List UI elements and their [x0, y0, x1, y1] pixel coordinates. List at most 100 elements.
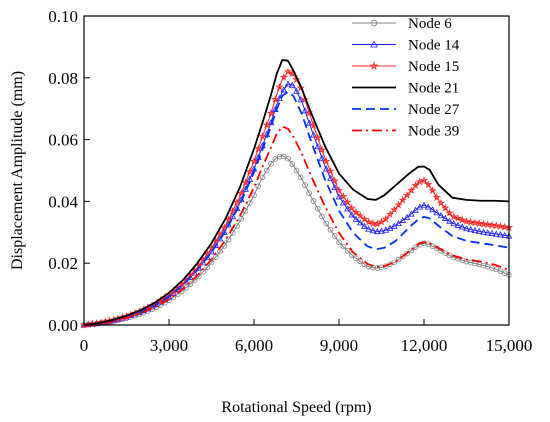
x-tick-label: 15,000 [486, 336, 533, 355]
data-point [347, 203, 356, 212]
data-point [305, 119, 313, 126]
data-point [275, 82, 284, 91]
data-point [492, 230, 500, 237]
legend-label: Node 27 [408, 102, 460, 118]
data-point [283, 67, 293, 76]
legend-label: Node 15 [408, 59, 459, 75]
data-point [364, 217, 373, 226]
data-point [343, 197, 352, 206]
series-node-21 [83, 58, 510, 326]
data-point [254, 144, 263, 153]
legend-label: Node 21 [408, 81, 459, 97]
data-point [258, 132, 267, 141]
y-tick-label: 0.00 [48, 316, 78, 335]
y-tick-label: 0.06 [48, 131, 78, 150]
plot-marks [79, 58, 514, 329]
data-point [500, 222, 509, 231]
data-point [415, 177, 424, 186]
legend-entry: Node 14 [352, 38, 460, 54]
data-point [266, 108, 276, 117]
data-point [344, 247, 351, 254]
data-point [249, 156, 259, 165]
data-point [300, 95, 310, 104]
data-point [361, 222, 368, 229]
data-point [370, 40, 378, 48]
data-point [479, 219, 488, 228]
data-point [365, 225, 373, 232]
series-line [83, 90, 510, 326]
data-point [467, 225, 475, 233]
data-point [467, 259, 474, 266]
data-point [429, 206, 436, 213]
legend-entry: Node 15 [352, 59, 459, 75]
data-point [334, 186, 344, 195]
data-point [454, 221, 462, 228]
data-point [404, 250, 410, 257]
data-point [446, 217, 453, 224]
data-point [208, 248, 215, 255]
data-point [436, 198, 446, 207]
legend-entry: Node 27 [352, 102, 460, 118]
legend-label: Node 39 [408, 124, 459, 140]
data-point [394, 200, 403, 209]
data-point [412, 206, 419, 213]
data-point [458, 223, 466, 230]
data-point [356, 211, 365, 220]
data-point [378, 227, 385, 234]
data-point [289, 161, 296, 167]
series-line [83, 125, 510, 326]
data-point [390, 205, 399, 214]
data-point [331, 183, 339, 191]
y-tick-label: 0.10 [48, 7, 78, 26]
data-point [377, 217, 386, 226]
data-point [271, 95, 280, 103]
data-point [285, 155, 291, 162]
x-tick-label: 3,000 [150, 336, 188, 355]
data-point [420, 201, 428, 208]
data-point [228, 206, 237, 215]
data-point [416, 203, 424, 210]
data-point [471, 226, 479, 234]
data-point [263, 167, 270, 174]
data-point [272, 156, 279, 162]
data-point [445, 208, 454, 217]
data-point [297, 96, 305, 103]
data-point [369, 61, 379, 70]
x-axis-label: Rotational Speed (rpm) [221, 399, 371, 416]
data-point [340, 243, 347, 250]
data-point [246, 200, 253, 206]
data-point [284, 80, 292, 87]
data-point [353, 255, 359, 262]
series-line [83, 155, 510, 326]
data-point [302, 182, 308, 188]
x-tick-label: 12,000 [401, 336, 448, 355]
data-point [322, 156, 331, 165]
data-point [348, 252, 355, 258]
data-point [339, 199, 347, 206]
data-point [402, 190, 412, 199]
y-axis-label: Displacement Amplitude (mm) [9, 71, 26, 270]
data-point [326, 166, 335, 175]
data-point [310, 131, 317, 138]
data-point [313, 133, 322, 142]
data-point [229, 213, 237, 220]
data-point [470, 218, 480, 227]
legend-label: Node 14 [408, 38, 460, 54]
data-point [292, 75, 301, 84]
data-point [280, 86, 288, 93]
data-point [458, 215, 467, 224]
data-point [280, 153, 287, 160]
data-point [462, 217, 471, 226]
data-point [276, 153, 283, 160]
data-point [496, 221, 505, 230]
data-point [317, 145, 327, 154]
data-point [255, 183, 262, 190]
data-point [314, 143, 322, 150]
data-point [407, 210, 415, 217]
data-point [268, 160, 274, 167]
data-point [433, 209, 441, 216]
data-point [492, 221, 501, 230]
data-point [336, 239, 342, 245]
data-point [220, 223, 229, 232]
data-point [232, 198, 242, 207]
